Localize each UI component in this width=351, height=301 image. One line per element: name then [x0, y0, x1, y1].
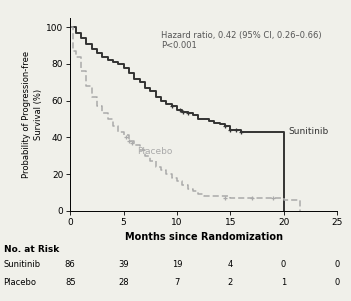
Text: 4: 4	[228, 260, 233, 269]
Text: 19: 19	[172, 260, 182, 269]
Text: 28: 28	[118, 278, 129, 287]
Text: Placebo: Placebo	[138, 147, 173, 157]
Text: Hazard ratio, 0.42 (95% CI, 0.26–0.66)
P<0.001: Hazard ratio, 0.42 (95% CI, 0.26–0.66) P…	[161, 31, 322, 50]
Text: 2: 2	[228, 278, 233, 287]
Text: 1: 1	[281, 278, 286, 287]
Text: 39: 39	[118, 260, 129, 269]
Text: 0: 0	[335, 278, 339, 287]
Text: 7: 7	[174, 278, 180, 287]
Text: Sunitinib: Sunitinib	[288, 127, 328, 136]
Text: 0: 0	[335, 260, 339, 269]
Text: 85: 85	[65, 278, 75, 287]
Text: Placebo: Placebo	[4, 278, 37, 287]
Text: Sunitinib: Sunitinib	[4, 260, 41, 269]
Text: 86: 86	[65, 260, 75, 269]
Text: No. at Risk: No. at Risk	[4, 245, 59, 254]
X-axis label: Months since Randomization: Months since Randomization	[125, 232, 283, 242]
Text: 0: 0	[281, 260, 286, 269]
Y-axis label: Probability of Progression-free
Survival (%): Probability of Progression-free Survival…	[22, 51, 43, 178]
